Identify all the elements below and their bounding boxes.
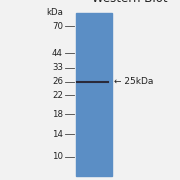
Text: 70: 70 <box>52 22 63 31</box>
Bar <box>76 13 112 176</box>
Text: ← 25kDa: ← 25kDa <box>114 77 154 86</box>
Text: Western Blot: Western Blot <box>92 0 167 5</box>
Text: 33: 33 <box>52 63 63 72</box>
Text: 14: 14 <box>52 130 63 139</box>
Text: kDa: kDa <box>46 8 63 17</box>
Text: 22: 22 <box>52 91 63 100</box>
Text: 10: 10 <box>52 152 63 161</box>
Text: 18: 18 <box>52 110 63 119</box>
Text: 26: 26 <box>52 77 63 86</box>
Text: 44: 44 <box>52 49 63 58</box>
